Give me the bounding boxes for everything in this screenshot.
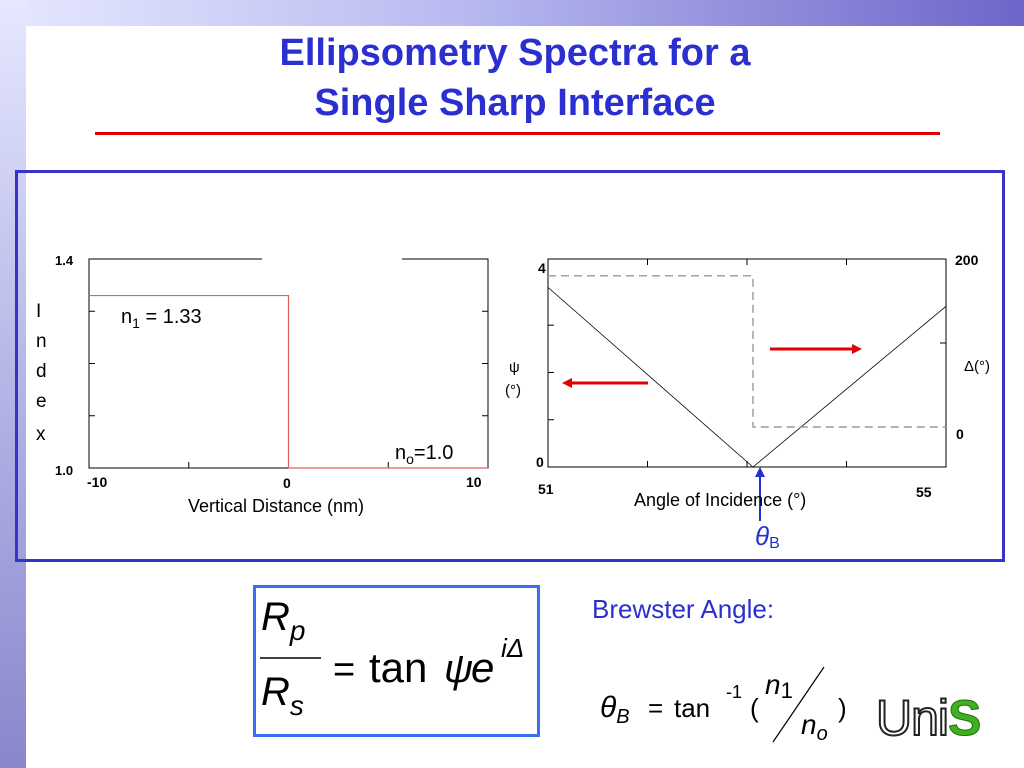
chart1-ylabel-letter-3: d (36, 361, 47, 382)
brewster-theta: θB (600, 691, 630, 728)
brewster-tan: tan (674, 693, 710, 723)
equation-equals: = (333, 649, 355, 691)
chart1-xtick-min: -10 (87, 474, 107, 490)
brewster-inverse: -1 (726, 682, 742, 702)
chart2-right-axis-label: Δ(°) (964, 358, 990, 375)
chart1-ylabel-letter-4: e (36, 391, 47, 412)
index-profile-line (89, 294, 488, 469)
psi-curve (547, 287, 947, 468)
brewster-left-paren: ( (750, 693, 759, 723)
chart2-ytick-right-bottom: 0 (956, 426, 964, 442)
brewster-no: no (801, 709, 828, 745)
title-line-1: Ellipsometry Spectra for a (279, 32, 751, 74)
slide-title: Ellipsometry Spectra for a Single Sharp … (110, 28, 920, 128)
equation-exponent: iΔ (501, 633, 524, 663)
brewster-equation: θB = tan -1 ( n1 no ) (600, 666, 847, 745)
chart2-ytick-left-top: 4 (538, 260, 546, 276)
chart1-x-axis-label: Vertical Distance (nm) (188, 496, 364, 516)
ellipsometry-spectra-chart: 4 0 200 0 51 55 Angle of Incidence (°) ψ… (505, 252, 990, 552)
chart2-left-label-unit: (°) (505, 382, 521, 399)
brewster-right-paren: ) (838, 693, 847, 723)
chart2-xtick-min: 51 (538, 481, 554, 497)
chart1-ytick-top: 1.4 (55, 253, 74, 268)
unis-logo-s: S (948, 690, 982, 747)
equation-psi: ψ (444, 647, 473, 691)
title-underline (95, 132, 940, 135)
n1-annotation: n1 = 1.33 (121, 306, 202, 331)
equation-tan: tan (369, 644, 427, 691)
brewster-equals: = (648, 693, 663, 723)
chart2-left-label-psi: ψ (509, 359, 520, 376)
brewster-n1: n1 (765, 669, 793, 703)
left-decor-band (0, 0, 26, 768)
top-decor-band (0, 0, 1024, 26)
ellipsometry-equation-box (253, 585, 540, 737)
chart1-ylabel-letter-5: x (36, 424, 46, 445)
title-line-2: Single Sharp Interface (314, 82, 716, 124)
unis-logo: UniS (875, 689, 982, 747)
brewster-angle-label: θB (755, 521, 780, 552)
unis-logo-main: Uni (875, 689, 950, 747)
chart1-frame-gap (262, 252, 402, 264)
chart2-ytick-right-top: 200 (955, 252, 979, 268)
index-profile-chart: 1.4 1.0 -10 0 10 Vertical Distance (nm) … (36, 252, 489, 516)
brewster-angle-heading: Brewster Angle: (592, 594, 775, 624)
psi-axis-arrowhead (562, 378, 572, 388)
chart1-ylabel-letter-1: I (36, 301, 41, 322)
chart1-ylabel-letter-2: n (36, 331, 47, 352)
figure-frame (15, 170, 1005, 562)
delta-curve (548, 275, 946, 428)
chart2-tick-marks (548, 259, 946, 467)
chart1-ytick-bottom: 1.0 (55, 463, 73, 478)
chart1-xtick-max: 10 (466, 474, 482, 490)
delta-axis-arrowhead (852, 344, 862, 354)
chart2-x-axis-label: Angle of Incidence (°) (634, 490, 806, 510)
rs-denominator: Rs (261, 670, 304, 721)
chart2-ytick-left-bottom: 0 (536, 454, 544, 470)
chart2-xtick-max: 55 (916, 484, 932, 500)
brewster-slash (772, 666, 825, 743)
rp-numerator: Rp (261, 595, 305, 646)
ellipsometry-equation: Rp Rs = tan ψ e iΔ (260, 595, 524, 721)
equation-e: e (471, 644, 494, 691)
brewster-arrowhead (755, 467, 765, 477)
chart1-xtick-zero: 0 (283, 475, 291, 491)
chart2-frame (547, 258, 947, 468)
no-annotation: no=1.0 (395, 442, 453, 467)
